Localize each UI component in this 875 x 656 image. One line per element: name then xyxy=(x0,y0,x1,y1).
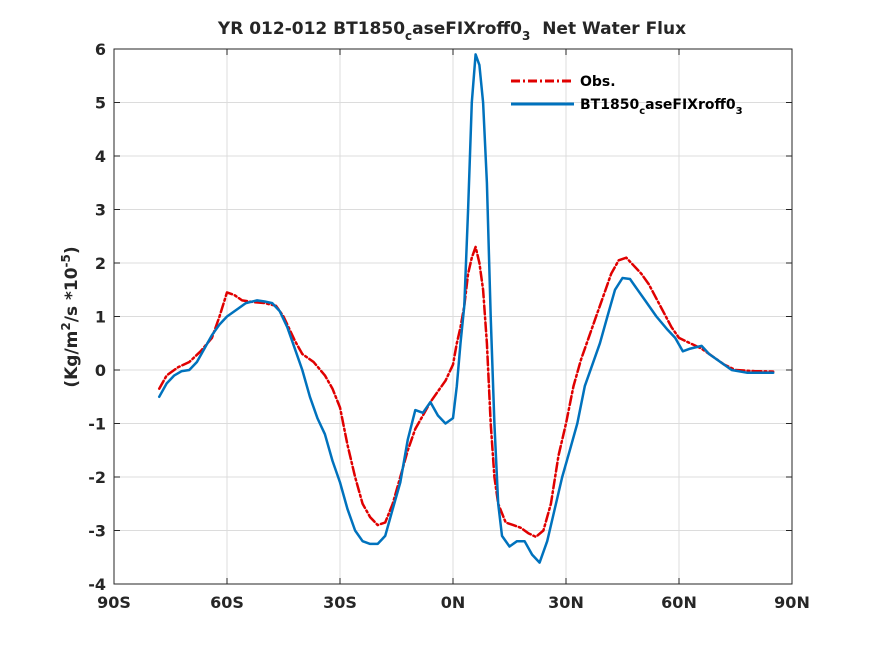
x-tick-label: 0N xyxy=(441,593,466,612)
y-tick-label: 1 xyxy=(95,308,106,327)
y-tick-label: -1 xyxy=(88,415,106,434)
legend-label-obs: Obs. xyxy=(580,74,616,90)
y-tick-label: 6 xyxy=(95,40,106,59)
legend: Obs. BT1850caseFIXroff03 xyxy=(511,74,743,117)
y-tick-label: -2 xyxy=(88,468,106,487)
title-part-post: Net Water Flux xyxy=(530,19,686,39)
ylabel-part-a: (Kg/m xyxy=(62,331,82,388)
ylabel-sup2: -5 xyxy=(59,254,73,267)
ylabel-sup1: 2 xyxy=(59,322,73,330)
y-tick-label: 0 xyxy=(95,361,106,380)
ylabel-part-c: ) xyxy=(62,246,82,254)
title-sub1: c xyxy=(405,29,412,43)
title-part-pre: YR 012-012 BT1850 xyxy=(217,19,405,39)
y-tick-label: -4 xyxy=(88,575,106,594)
y-tick-label: 2 xyxy=(95,254,106,273)
y-tick-label: 5 xyxy=(95,94,106,113)
title-sub2: 3 xyxy=(522,29,530,43)
legend-model-mid: aseFIXroff0 xyxy=(645,97,736,113)
x-tick-label: 30N xyxy=(548,593,584,612)
x-tick-label: 60N xyxy=(661,593,697,612)
y-tick-label: 4 xyxy=(95,147,106,166)
y-axis-ticks: -4 -3 -2 -1 0 1 2 3 4 5 6 xyxy=(88,40,792,594)
legend-model-sub2: 3 xyxy=(736,106,743,117)
x-tick-label: 90S xyxy=(97,593,131,612)
x-tick-label: 60S xyxy=(210,593,244,612)
series-line-model xyxy=(157,53,775,564)
series-layer xyxy=(157,53,775,564)
legend-label-model: BT1850caseFIXroff03 xyxy=(580,97,743,117)
y-axis-label: (Kg/m2/s *10-5) xyxy=(59,246,82,387)
x-tick-label: 90N xyxy=(774,593,810,612)
y-tick-label: -3 xyxy=(88,522,106,541)
legend-model-pre: BT1850 xyxy=(580,97,639,113)
ylabel-part-b: /s *10 xyxy=(62,267,82,322)
chart-title: YR 012-012 BT1850caseFIXroff03 Net Water… xyxy=(217,19,686,43)
x-axis-ticks: 90S 60S 30S 0N 30N 60N 90N xyxy=(97,49,810,612)
legend-obs-text: Obs. xyxy=(580,74,616,90)
title-part-mid: aseFIXroff0 xyxy=(412,19,522,39)
x-tick-label: 30S xyxy=(323,593,357,612)
legend-model-sub1: c xyxy=(639,106,645,117)
plot-area: 90S 60S 30S 0N 30N 60N 90N -4 -3 -2 -1 0 1 2 3 4 5 6 xyxy=(88,40,810,612)
y-tick-label: 3 xyxy=(95,201,106,220)
